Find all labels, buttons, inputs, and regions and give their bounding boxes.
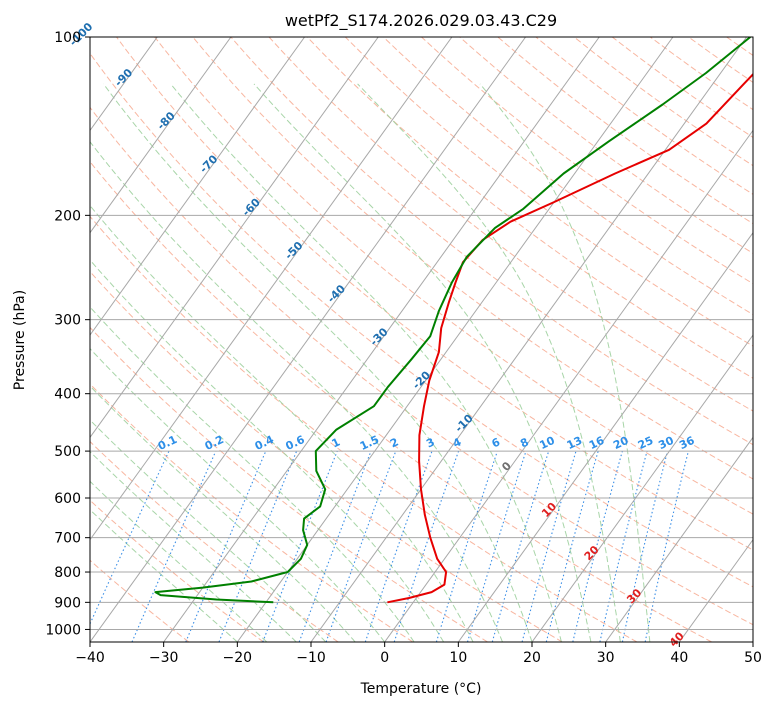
moist-adiabat: [253, 83, 592, 642]
dry-adiabat: [497, 37, 753, 225]
mixing-ratio-line: [491, 450, 550, 642]
x-tick-label: 30: [597, 650, 615, 666]
y-tick-label: 800: [54, 565, 81, 581]
mixing-ratio-line: [131, 450, 217, 642]
isotherm-line: [90, 37, 453, 541]
x-tick-label: −40: [75, 650, 105, 666]
mixing-ratio-line: [521, 450, 577, 642]
background-lines: [90, 37, 753, 642]
dry-adiabat: [90, 215, 638, 642]
y-tick-label: 1000: [45, 622, 81, 638]
mixing-ratio-line: [599, 450, 648, 642]
dry-adiabat: [90, 106, 753, 626]
plot-frame: [89, 36, 754, 643]
x-tick-label: −10: [296, 650, 326, 666]
isotherm-line: [384, 129, 753, 642]
y-axis-label: Pressure (hPa): [12, 290, 28, 390]
dry-adiabat: [116, 37, 753, 551]
isotherm-line: [236, 37, 674, 642]
moist-adiabat: [90, 204, 474, 642]
y-tick-label: 200: [54, 208, 81, 224]
dry-adiabat: [421, 37, 753, 285]
x-axis: −40 −30 −20 −10 0 10 20 30 40 50: [75, 642, 762, 666]
mixing-ratio-label: 25: [636, 434, 655, 452]
dry-adiabat: [90, 326, 488, 642]
isotherm-line: [531, 334, 753, 642]
x-tick-label: 0: [380, 650, 389, 666]
moist-adiabat: [479, 83, 651, 642]
x-tick-label: −30: [149, 650, 179, 666]
temperature-trace: [387, 72, 753, 604]
dry-adiabat: [459, 37, 753, 254]
isotherm-line: [605, 436, 753, 642]
y-tick-label: 500: [54, 444, 81, 460]
x-tick-label: 40: [670, 650, 688, 666]
mixing-ratio-line: [90, 450, 170, 626]
dewpoint-trace: [154, 37, 751, 604]
x-axis-label: Temperature (°C): [360, 681, 482, 697]
isotherm-line: [163, 37, 600, 642]
mixing-ratio-label: 10: [538, 434, 558, 452]
y-tick-label: 700: [54, 531, 81, 547]
mixing-ratio-line: [644, 450, 689, 642]
mixing-ratio-line: [325, 450, 397, 642]
y-tick-label: 100: [54, 30, 81, 46]
moist-adiabat: [170, 83, 562, 642]
isotherm-line: [90, 37, 306, 336]
dry-adiabat: [154, 37, 753, 515]
y-tick-label: 600: [54, 491, 81, 507]
isotherm-line: [678, 538, 753, 642]
y-tick-label: 400: [54, 387, 81, 403]
dry-adiabat: [90, 383, 414, 642]
mixing-ratio-label: 30: [656, 434, 676, 452]
x-tick-label: 10: [449, 650, 467, 666]
isotherm-line: [90, 37, 232, 234]
dry-adiabat: [90, 161, 712, 642]
dry-adiabat: [230, 37, 753, 446]
moist-adiabat: [90, 306, 415, 642]
mixing-ratio-line: [393, 450, 460, 642]
moist-adiabat: [90, 140, 503, 642]
mixing-ratio-label: 36: [677, 434, 697, 452]
mixing-ratio-line: [466, 450, 527, 642]
y-tick-label: 900: [54, 595, 81, 611]
mixing-ratio-label: 20: [611, 434, 631, 452]
mixing-ratio-line: [435, 450, 498, 642]
moist-adiabat: [90, 347, 386, 642]
mixing-ratio-line: [621, 450, 669, 642]
isotherm-line: [457, 231, 753, 642]
moist-adiabat: [90, 385, 356, 642]
moist-adiabat: [357, 83, 621, 642]
isotherm-line: [90, 37, 379, 439]
dry-adiabat: [90, 499, 264, 642]
x-tick-label: 50: [744, 650, 762, 666]
dry-adiabat: [90, 52, 753, 588]
y-tick-label: 300: [54, 313, 81, 329]
dry-adiabat: [90, 270, 563, 642]
moist-adiabat: [103, 83, 533, 642]
dry-adiabat: [383, 37, 753, 316]
x-tick-label: 20: [523, 650, 541, 666]
mixing-ratio-line: [185, 450, 267, 642]
dry-adiabat: [573, 37, 753, 167]
isotherm-line: [90, 37, 527, 642]
y-axis: 100 200 300 400 500 600 700 800 900 1000: [45, 30, 90, 638]
x-tick-label: −20: [223, 650, 253, 666]
mixing-ratio-label: 16: [587, 434, 607, 452]
sounding-series: [154, 37, 753, 604]
mixing-ratio-label: 13: [565, 434, 584, 452]
moist-adiabat: [90, 419, 327, 642]
mixing-ratio-line: [572, 450, 623, 642]
chart-title: wetPf2_S174.2026.029.03.43.C29: [285, 11, 557, 31]
isotherm-line: [310, 37, 748, 642]
